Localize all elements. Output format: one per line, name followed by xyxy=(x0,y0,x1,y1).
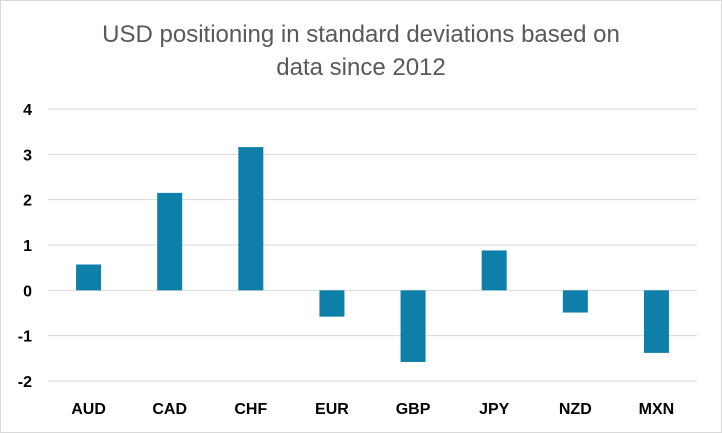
x-tick-label: CHF xyxy=(234,401,267,418)
bar-aud xyxy=(76,264,102,291)
x-tick-label: JPY xyxy=(479,401,510,418)
y-tick-label: -1 xyxy=(18,329,32,346)
bar-chf xyxy=(238,147,264,291)
y-tick-label: -2 xyxy=(18,374,32,391)
chart-title: USD positioning in standard deviations b… xyxy=(0,18,722,84)
bar-mxn xyxy=(643,290,669,353)
y-tick-label: 3 xyxy=(23,147,32,164)
chart-title-line-2: data since 2012 xyxy=(276,54,446,81)
bar-eur xyxy=(319,290,345,317)
y-tick-label: 2 xyxy=(23,193,32,210)
chart-title-line-1: USD positioning in standard deviations b… xyxy=(102,21,620,48)
bar-jpy xyxy=(481,250,507,291)
x-tick-label: MXN xyxy=(639,401,675,418)
x-tick-label: EUR xyxy=(315,401,349,418)
x-tick-label: CAD xyxy=(152,401,187,418)
x-tick-label: NZD xyxy=(559,401,592,418)
bar-cad xyxy=(157,192,183,291)
x-tick-label: GBP xyxy=(396,401,431,418)
y-tick-label: 1 xyxy=(23,238,32,255)
y-tick-label: 0 xyxy=(23,283,32,300)
bar-gbp xyxy=(400,290,426,362)
x-tick-label: AUD xyxy=(71,401,106,418)
bar-nzd xyxy=(562,290,588,313)
y-tick-label: 4 xyxy=(23,102,32,119)
